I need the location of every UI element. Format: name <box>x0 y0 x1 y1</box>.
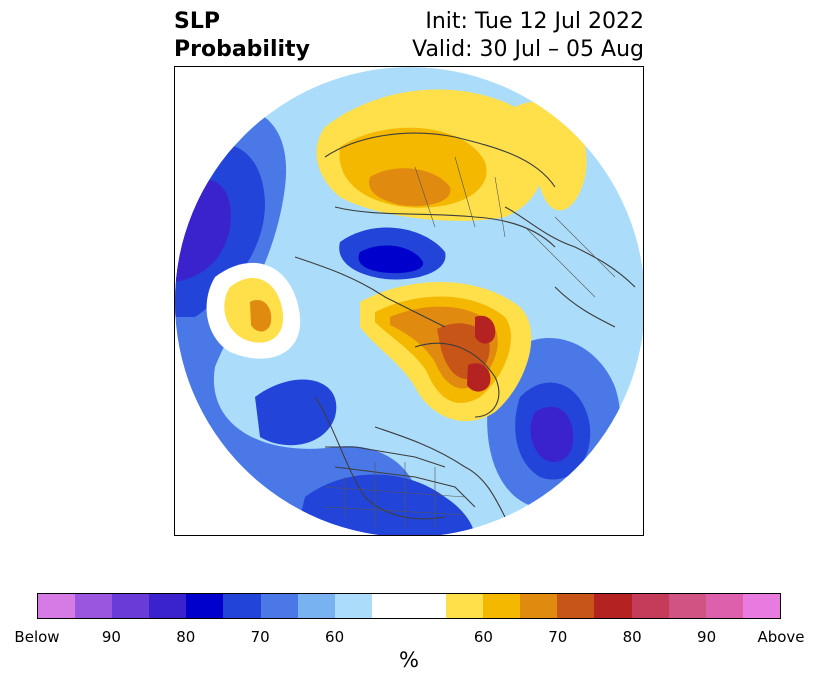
polar-map <box>174 66 644 536</box>
colorbar-tick-label: 60 <box>473 628 493 646</box>
colorbar-swatch <box>260 594 298 618</box>
colorbar-swatch <box>334 594 372 618</box>
colorbar-swatch <box>371 594 409 618</box>
colorbar-tick-label: 60 <box>325 628 345 646</box>
map-dates: Init: Tue 12 Jul 2022 Valid: 30 Jul – 05… <box>412 8 644 64</box>
colorbar-swatch <box>408 594 447 618</box>
colorbar-swatch <box>38 594 76 618</box>
blue-region-south <box>295 474 475 535</box>
colorbar-tick-label: 90 <box>101 628 121 646</box>
colorbar-tick-label: Below <box>14 628 60 646</box>
colorbar-tick-label: Above <box>757 628 805 646</box>
colorbar-tick-label: 70 <box>250 628 270 646</box>
colorbar-swatch <box>668 594 706 618</box>
colorbar-tick-label: 90 <box>697 628 717 646</box>
borders <box>324 156 616 527</box>
colorbar-tick-label: 80 <box>622 628 642 646</box>
title-type: Probability <box>174 37 310 62</box>
blue-center-atlantic <box>530 406 574 462</box>
colorbar-tick-label: 80 <box>176 628 196 646</box>
above-region-northeast <box>514 101 587 211</box>
colorbar-swatch <box>742 594 780 618</box>
colorbar-swatch <box>223 594 261 618</box>
map-title: SLP Probability <box>174 8 310 64</box>
below-core-arctic <box>358 245 424 274</box>
colorbar-swatch <box>520 594 558 618</box>
above-red-north <box>475 315 496 344</box>
colorbar-swatch <box>297 594 335 618</box>
colorbar-swatch <box>186 594 224 618</box>
title-variable: SLP <box>174 9 220 34</box>
colorbar <box>37 593 781 619</box>
colorbar-label: % <box>399 648 419 672</box>
colorbar-tick-label: 70 <box>548 628 568 646</box>
above-center-eurasia <box>369 168 451 207</box>
colorbar-swatch <box>112 594 150 618</box>
init-date: Init: Tue 12 Jul 2022 <box>425 9 644 34</box>
colorbar-swatch <box>483 594 521 618</box>
colorbar-swatch <box>446 594 484 618</box>
colorbar-swatch <box>594 594 632 618</box>
colorbar-swatch <box>75 594 113 618</box>
colorbar-swatch <box>557 594 595 618</box>
colorbar-swatch <box>149 594 187 618</box>
blue-region-pacific <box>255 379 337 446</box>
above-core-pacific <box>250 299 272 332</box>
valid-period: Valid: 30 Jul – 05 Aug <box>412 37 644 62</box>
coastlines <box>294 132 636 520</box>
probability-field-svg <box>175 67 643 535</box>
above-red-south <box>467 363 491 392</box>
colorbar-swatch <box>631 594 669 618</box>
colorbar-swatch <box>705 594 743 618</box>
